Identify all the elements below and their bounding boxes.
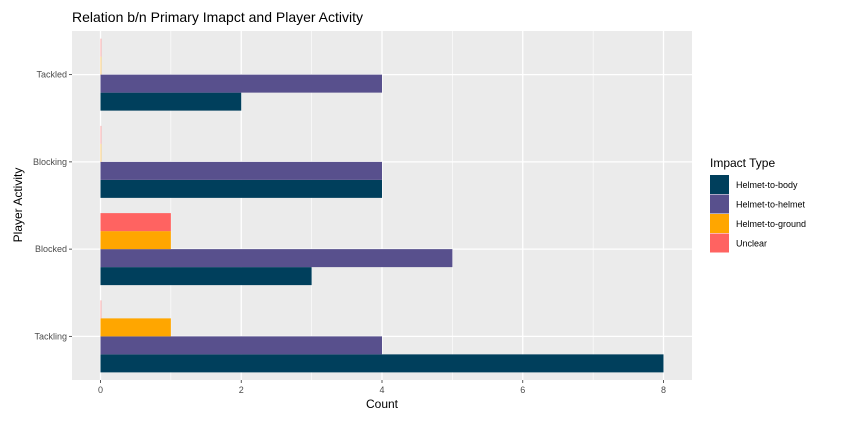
bar bbox=[100, 161, 382, 180]
y-tick-label: Tackled bbox=[36, 70, 67, 80]
legend-item-label: Helmet-to-ground bbox=[736, 219, 806, 229]
legend-item-label: Unclear bbox=[736, 239, 767, 249]
chart-title: Relation b/n Primary Imapct and Player A… bbox=[72, 9, 363, 25]
legend-title: Impact Type bbox=[710, 156, 775, 170]
x-tick-label: 4 bbox=[379, 385, 384, 395]
legend-swatch bbox=[710, 233, 729, 253]
bar bbox=[100, 56, 102, 75]
bar bbox=[100, 300, 102, 319]
legend-item-label: Helmet-to-helmet bbox=[736, 200, 806, 210]
x-tick-label: 6 bbox=[520, 385, 525, 395]
y-axis-title: Player Activity bbox=[11, 168, 25, 243]
legend: Impact Type Helmet-to-body Helmet-to-helm… bbox=[710, 156, 806, 253]
bar bbox=[100, 143, 102, 162]
y-axis: Tackling Blocked Blocking Tackled bbox=[33, 70, 72, 341]
legend-swatch bbox=[710, 194, 729, 214]
y-tick-label: Blocking bbox=[33, 157, 67, 167]
bar bbox=[100, 179, 382, 198]
x-axis: 0 2 4 6 8 bbox=[98, 380, 666, 395]
y-tick-label: Tackling bbox=[34, 331, 67, 341]
x-axis-title: Count bbox=[366, 397, 399, 411]
bar bbox=[100, 38, 102, 57]
bar bbox=[100, 92, 242, 111]
bar bbox=[100, 318, 171, 337]
bar bbox=[100, 249, 453, 268]
legend-swatch bbox=[710, 175, 729, 194]
bar bbox=[100, 125, 102, 144]
bar bbox=[100, 74, 382, 93]
legend-swatch bbox=[710, 214, 729, 233]
bar bbox=[100, 231, 171, 250]
x-tick-label: 0 bbox=[98, 385, 103, 395]
legend-item-label: Helmet-to-body bbox=[736, 180, 798, 190]
bar bbox=[100, 354, 664, 373]
x-tick-label: 8 bbox=[661, 385, 666, 395]
y-tick-label: Blocked bbox=[35, 244, 67, 254]
bar bbox=[100, 336, 382, 355]
bars bbox=[100, 38, 664, 373]
bar bbox=[100, 213, 171, 232]
bar bbox=[100, 267, 312, 286]
x-tick-label: 2 bbox=[239, 385, 244, 395]
